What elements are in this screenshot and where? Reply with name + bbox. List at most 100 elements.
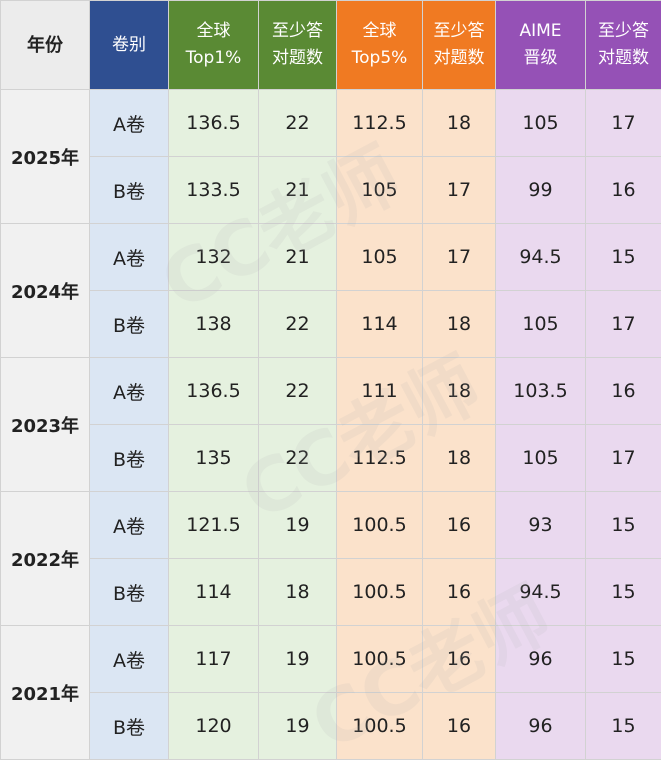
table-row: B卷 135 22 112.5 18 105 17 bbox=[1, 425, 661, 492]
top1-score-cell: 120 bbox=[169, 693, 259, 760]
aime-score-cell: 94.5 bbox=[496, 559, 586, 626]
year-cell: 2025年 bbox=[1, 90, 90, 224]
top5-min-correct-cell: 18 bbox=[423, 358, 496, 425]
table-row: B卷 133.5 21 105 17 99 16 bbox=[1, 157, 661, 224]
top5-min-correct-cell: 16 bbox=[423, 559, 496, 626]
top5-score-cell: 105 bbox=[337, 224, 423, 291]
table-row: 2024年 A卷 132 21 105 17 94.5 15 bbox=[1, 224, 661, 291]
header-min5-line1: 至少答 bbox=[434, 21, 485, 41]
header-mina-line1: 至少答 bbox=[598, 21, 649, 41]
top1-min-correct-cell: 19 bbox=[259, 626, 337, 693]
top1-score-cell: 133.5 bbox=[169, 157, 259, 224]
aime-min-correct-cell: 15 bbox=[586, 626, 661, 693]
header-top5-line2: Top5% bbox=[352, 48, 408, 68]
top1-min-correct-cell: 18 bbox=[259, 559, 337, 626]
aime-score-cell: 99 bbox=[496, 157, 586, 224]
volume-cell: B卷 bbox=[90, 425, 169, 492]
top1-score-cell: 132 bbox=[169, 224, 259, 291]
header-min1-line2: 对题数 bbox=[272, 48, 323, 68]
aime-min-correct-cell: 17 bbox=[586, 425, 661, 492]
header-min5-line2: 对题数 bbox=[434, 48, 485, 68]
top1-min-correct-cell: 21 bbox=[259, 224, 337, 291]
header-top1-line2: Top1% bbox=[186, 48, 242, 68]
header-year: 年份 bbox=[1, 1, 90, 90]
aime-score-cell: 105 bbox=[496, 291, 586, 358]
table-row: 2022年 A卷 121.5 19 100.5 16 93 15 bbox=[1, 492, 661, 559]
aime-min-correct-cell: 17 bbox=[586, 291, 661, 358]
aime-score-cell: 103.5 bbox=[496, 358, 586, 425]
top1-min-correct-cell: 22 bbox=[259, 90, 337, 157]
header-min-correct-top5: 至少答 对题数 bbox=[423, 1, 496, 90]
aime-score-cell: 96 bbox=[496, 693, 586, 760]
aime-score-cell: 96 bbox=[496, 626, 586, 693]
header-min-correct-aime: 至少答 对题数 bbox=[586, 1, 661, 90]
table-row: B卷 120 19 100.5 16 96 15 bbox=[1, 693, 661, 760]
top1-min-correct-cell: 22 bbox=[259, 358, 337, 425]
table-row: B卷 114 18 100.5 16 94.5 15 bbox=[1, 559, 661, 626]
top5-score-cell: 105 bbox=[337, 157, 423, 224]
header-top1-line1: 全球 bbox=[197, 21, 231, 41]
top5-score-cell: 100.5 bbox=[337, 693, 423, 760]
header-aime-line1: AIME bbox=[519, 21, 561, 41]
top5-min-correct-cell: 18 bbox=[423, 90, 496, 157]
top5-score-cell: 114 bbox=[337, 291, 423, 358]
volume-cell: A卷 bbox=[90, 358, 169, 425]
header-row: 年份 卷别 全球 Top1% 至少答 对题数 全球 Top5% 至少答 对题数 … bbox=[1, 1, 661, 90]
top5-score-cell: 100.5 bbox=[337, 559, 423, 626]
top5-min-correct-cell: 16 bbox=[423, 626, 496, 693]
year-cell: 2021年 bbox=[1, 626, 90, 760]
aime-min-correct-cell: 15 bbox=[586, 693, 661, 760]
top5-min-correct-cell: 17 bbox=[423, 157, 496, 224]
top5-score-cell: 112.5 bbox=[337, 90, 423, 157]
top1-score-cell: 121.5 bbox=[169, 492, 259, 559]
top1-score-cell: 114 bbox=[169, 559, 259, 626]
volume-cell: A卷 bbox=[90, 90, 169, 157]
header-top5-line1: 全球 bbox=[363, 21, 397, 41]
top5-score-cell: 100.5 bbox=[337, 626, 423, 693]
header-volume: 卷别 bbox=[90, 1, 169, 90]
top1-min-correct-cell: 19 bbox=[259, 693, 337, 760]
top5-min-correct-cell: 17 bbox=[423, 224, 496, 291]
aime-min-correct-cell: 17 bbox=[586, 90, 661, 157]
table-row: B卷 138 22 114 18 105 17 bbox=[1, 291, 661, 358]
year-cell: 2023年 bbox=[1, 358, 90, 492]
table-row: 2025年 A卷 136.5 22 112.5 18 105 17 bbox=[1, 90, 661, 157]
header-min1-line1: 至少答 bbox=[272, 21, 323, 41]
volume-cell: B卷 bbox=[90, 157, 169, 224]
year-cell: 2024年 bbox=[1, 224, 90, 358]
top5-score-cell: 111 bbox=[337, 358, 423, 425]
aime-min-correct-cell: 15 bbox=[586, 559, 661, 626]
top1-score-cell: 136.5 bbox=[169, 90, 259, 157]
top5-min-correct-cell: 18 bbox=[423, 291, 496, 358]
volume-cell: B卷 bbox=[90, 693, 169, 760]
aime-min-correct-cell: 15 bbox=[586, 492, 661, 559]
aime-min-correct-cell: 16 bbox=[586, 358, 661, 425]
top1-min-correct-cell: 19 bbox=[259, 492, 337, 559]
top1-score-cell: 117 bbox=[169, 626, 259, 693]
volume-cell: B卷 bbox=[90, 291, 169, 358]
top1-min-correct-cell: 22 bbox=[259, 425, 337, 492]
aime-score-cell: 94.5 bbox=[496, 224, 586, 291]
header-aime: AIME 晋级 bbox=[496, 1, 586, 90]
top5-score-cell: 100.5 bbox=[337, 492, 423, 559]
top1-score-cell: 136.5 bbox=[169, 358, 259, 425]
header-aime-line2: 晋级 bbox=[524, 48, 558, 68]
aime-min-correct-cell: 15 bbox=[586, 224, 661, 291]
header-top5: 全球 Top5% bbox=[337, 1, 423, 90]
header-min-correct-top1: 至少答 对题数 bbox=[259, 1, 337, 90]
header-top1: 全球 Top1% bbox=[169, 1, 259, 90]
volume-cell: A卷 bbox=[90, 492, 169, 559]
volume-cell: A卷 bbox=[90, 626, 169, 693]
top1-min-correct-cell: 21 bbox=[259, 157, 337, 224]
top5-score-cell: 112.5 bbox=[337, 425, 423, 492]
top1-min-correct-cell: 22 bbox=[259, 291, 337, 358]
aime-min-correct-cell: 16 bbox=[586, 157, 661, 224]
table-row: 2023年 A卷 136.5 22 111 18 103.5 16 bbox=[1, 358, 661, 425]
top5-min-correct-cell: 16 bbox=[423, 693, 496, 760]
header-mina-line2: 对题数 bbox=[598, 48, 649, 68]
table-row: 2021年 A卷 117 19 100.5 16 96 15 bbox=[1, 626, 661, 693]
top5-min-correct-cell: 18 bbox=[423, 425, 496, 492]
top5-min-correct-cell: 16 bbox=[423, 492, 496, 559]
top1-score-cell: 138 bbox=[169, 291, 259, 358]
